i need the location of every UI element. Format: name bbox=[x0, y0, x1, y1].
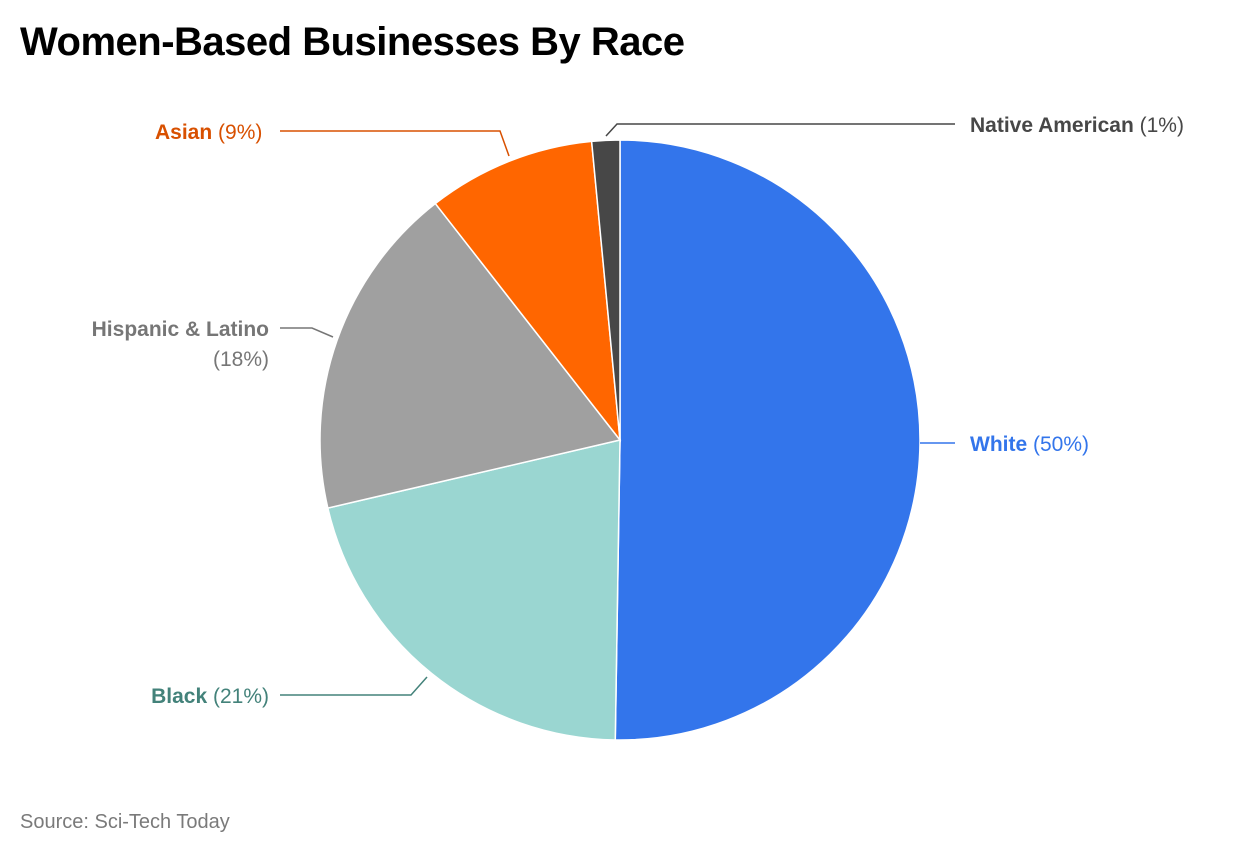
slice-label-value: (1%) bbox=[1134, 114, 1184, 137]
slice-label-value: (21%) bbox=[207, 685, 269, 708]
leader-line bbox=[280, 676, 428, 696]
slice-label-name: Asian bbox=[155, 121, 212, 144]
source-note: Source: Sci-Tech Today bbox=[20, 811, 230, 833]
pie-slice-white bbox=[614, 139, 921, 741]
slice-label-name: Black bbox=[151, 685, 207, 708]
pie-slice-hispanic-latino bbox=[319, 202, 622, 509]
chart-title: Women-Based Businesses By Race bbox=[20, 20, 685, 64]
slice-label: Hispanic & Latino bbox=[92, 318, 269, 341]
slice-label: Black (21%) bbox=[151, 685, 269, 708]
leader-lines bbox=[280, 123, 955, 696]
leader-line bbox=[605, 123, 955, 137]
slice-label-name: Native American bbox=[970, 114, 1134, 137]
slice-label-value: (18%) bbox=[213, 348, 269, 371]
pie-slice-asian bbox=[434, 140, 621, 443]
pie-slices bbox=[319, 139, 921, 741]
slice-label-value: (9%) bbox=[212, 121, 262, 144]
pie-slice-black bbox=[326, 439, 621, 741]
slice-label: Native American (1%) bbox=[970, 114, 1184, 137]
slice-label: White (50%) bbox=[970, 433, 1089, 456]
slice-label-value: (50%) bbox=[1027, 433, 1089, 456]
slice-label: Asian (9%) bbox=[155, 121, 262, 144]
slice-label-name: White bbox=[970, 433, 1027, 456]
leader-line bbox=[280, 130, 510, 157]
slice-labels: White (50%) Black (21%) Hispanic & Latino (… bbox=[92, 114, 1184, 708]
slice-label: (18%) bbox=[213, 348, 269, 371]
leader-line bbox=[280, 327, 334, 338]
slice-label-name: Hispanic & Latino bbox=[92, 318, 269, 341]
pie-slice-native-american bbox=[590, 139, 621, 441]
